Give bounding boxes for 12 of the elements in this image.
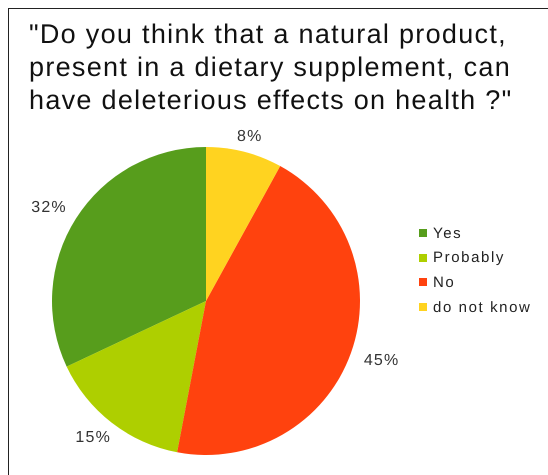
data-label: 32% [31, 198, 67, 216]
legend-label: Probably [433, 249, 506, 266]
data-label: 8% [237, 128, 263, 145]
pie-slice [177, 166, 360, 455]
pie-slice [206, 147, 280, 301]
chart-title: "Do you think that a natural product, present in a dietary supplement, can have deleterious effects on health ?" [29, 18, 514, 117]
legend-label: do not know [433, 298, 532, 316]
data-label: 15% [75, 429, 112, 446]
data-label: 45% [364, 352, 400, 369]
legend-label: Yes [433, 224, 462, 242]
pie-slice [66, 301, 206, 452]
legend-label: No [433, 274, 456, 291]
